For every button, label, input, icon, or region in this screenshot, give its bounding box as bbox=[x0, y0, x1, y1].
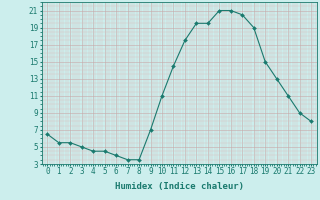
X-axis label: Humidex (Indice chaleur): Humidex (Indice chaleur) bbox=[115, 182, 244, 191]
